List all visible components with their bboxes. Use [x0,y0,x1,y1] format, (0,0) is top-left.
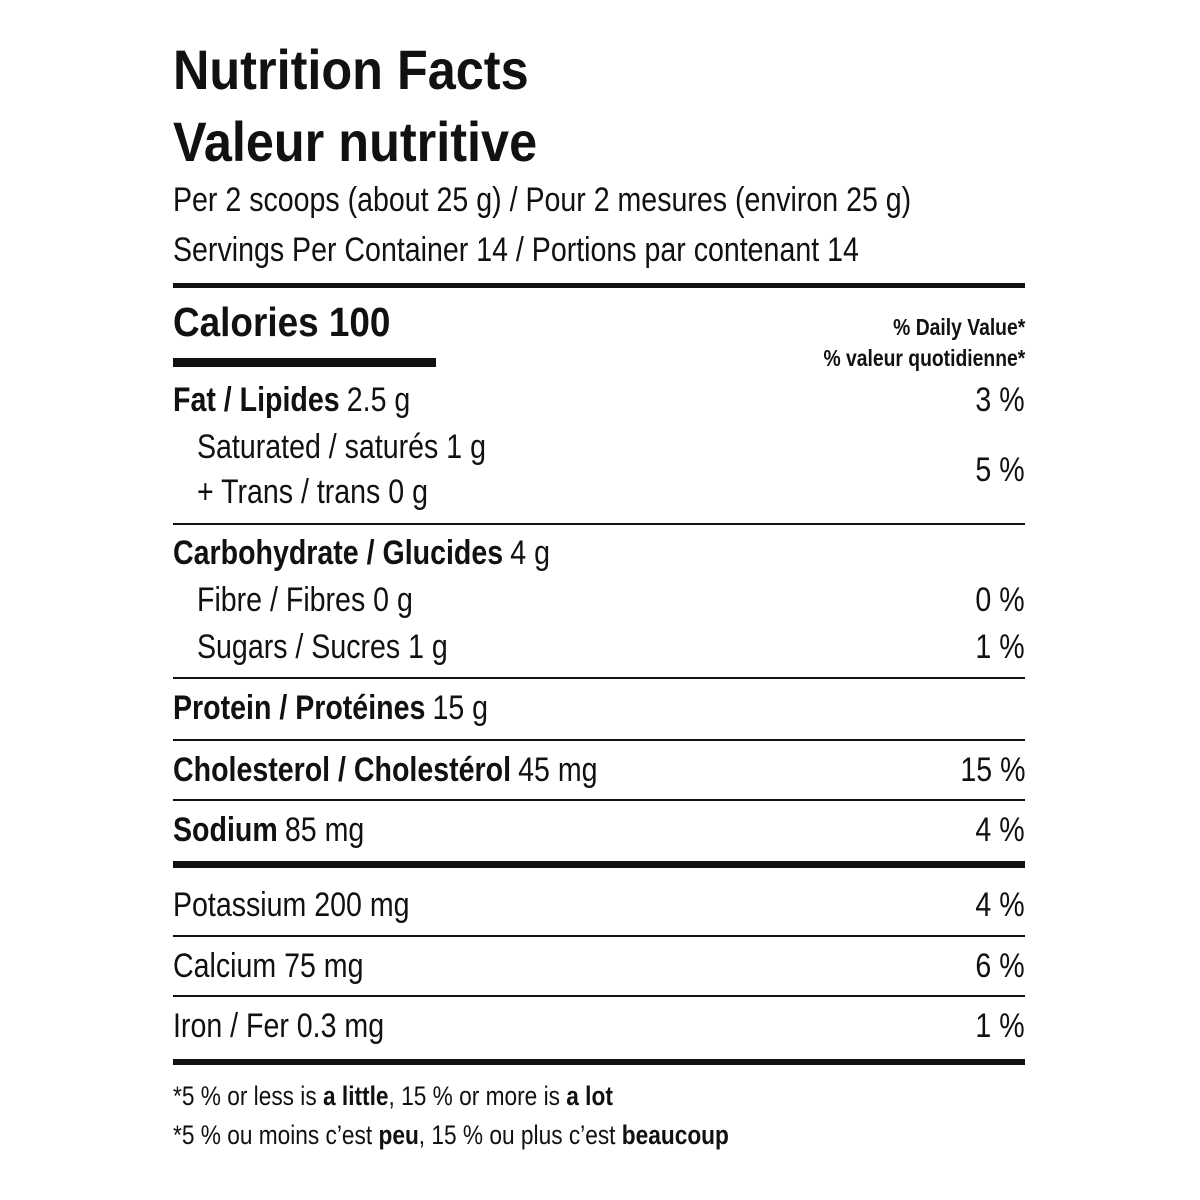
fat-row: Fat / Lipides 2.5 g 3 % [173,378,1025,422]
calcium: Calcium 75 mg [173,947,364,985]
cholesterol-dv: 15 % [959,751,1025,789]
fat-label: Fat / Lipides [173,381,340,419]
thick-rule [173,283,1025,288]
fibre: Fibre / Fibres 0 g [197,581,413,619]
dv-header-row: % valeur quotidienne* [173,343,1025,373]
footnote: *5 % or less is a little, 15 % or more i… [173,1078,613,1114]
calories-bar [173,358,436,367]
rule [173,677,1025,679]
fibre-row: Fibre / Fibres 0 g 0 % [173,578,1025,622]
cholesterol-label: Cholesterol / Cholestérol [173,751,512,789]
cholesterol-text: Cholesterol / Cholestérol 45 mg [173,748,598,792]
sodium-label: Sodium [173,811,278,849]
footnote-text: *5 % or less is [173,1081,323,1111]
title-row: Valeur nutritive [173,107,1025,177]
trans: + Trans / trans 0 g [197,473,428,511]
iron-row: Iron / Fer 0.3 mg 1 % [173,1004,1025,1048]
serving-row: Per 2 scoops (about 25 g) / Pour 2 mesur… [173,178,1025,222]
sodium-text: Sodium 85 mg [173,808,364,852]
sugars-dv: 1 % [975,628,1025,666]
calories: Calories 100 [173,299,391,345]
protein-amount: 15 g [432,689,489,727]
calories-row: Calories 100 [173,300,1025,344]
saturated-row: Saturated / saturés 1 g [173,425,1025,469]
rule [173,799,1025,801]
servings-row: Servings Per Container 14 / Portions par… [173,228,1025,272]
rule [173,995,1025,997]
fat-dv: 3 % [975,381,1025,419]
footnote-row: *5 % or less is a little, 15 % or more i… [173,1078,1025,1114]
rule [173,739,1025,741]
footnote-bold: a lot [566,1081,613,1111]
fat-amount: 2.5 g [346,381,411,419]
carb-text: Carbohydrate / Glucides 4 g [173,531,550,575]
footnote-bold: beaucoup [621,1120,729,1150]
calcium-row: Calcium 75 mg 6 % [173,944,1025,988]
footnote-text: , 15 % or more is [388,1081,567,1111]
title-fr: Valeur nutritive [173,110,538,173]
potassium-row: Potassium 200 mg 4 % [173,883,1025,927]
sat-trans-dv: 5 % [975,451,1025,489]
footnote-text: *5 % ou moins c’est [173,1120,379,1150]
footnote-bold: a little [322,1081,389,1111]
saturated: Saturated / saturés 1 g [197,428,486,466]
fat-text: Fat / Lipides 2.5 g [173,378,410,422]
potassium-dv: 4 % [975,886,1025,924]
sodium-row: Sodium 85 mg 4 % [173,808,1025,852]
title-row: Nutrition Facts [173,35,1025,105]
dv-header: % Daily Value* [892,314,1025,340]
rule [173,935,1025,937]
sodium-dv: 4 % [975,811,1025,849]
sat-trans-dv-row: 5 % [173,448,1025,492]
sugars-row: Sugars / Sucres 1 g 1 % [173,625,1025,669]
footnote-bold: peu [378,1120,419,1150]
title: Nutrition Facts [173,38,529,101]
serving-size: Per 2 scoops (about 25 g) / Pour 2 mesur… [173,181,912,219]
protein-row: Protein / Protéines 15 g [173,686,1025,730]
carb-amount: 4 g [510,534,550,572]
dv-header-row: % Daily Value* [173,312,1025,342]
thick-rule [173,861,1025,868]
protein-label: Protein / Protéines [173,689,426,727]
sodium-amount: 85 mg [284,811,365,849]
servings: Servings Per Container 14 / Portions par… [173,231,859,269]
dv-header-fr: % valeur quotidienne* [823,345,1025,371]
thick-rule [173,1059,1025,1065]
cholesterol-amount: 45 mg [518,751,598,789]
footnote-row: *5 % ou moins c’est peu, 15 % ou plus c’… [173,1117,1025,1153]
iron: Iron / Fer 0.3 mg [173,1007,385,1045]
trans-row: + Trans / trans 0 g [173,470,1025,514]
fibre-dv: 0 % [975,581,1025,619]
potassium: Potassium 200 mg [173,886,410,924]
cholesterol-row: Cholesterol / Cholestérol 45 mg 15 % [173,748,1025,792]
carb-row: Carbohydrate / Glucides 4 g [173,531,1025,575]
calcium-dv: 6 % [975,947,1025,985]
footnote-text: , 15 % ou plus c’est [418,1120,622,1150]
protein-text: Protein / Protéines 15 g [173,686,488,730]
carb-label: Carbohydrate / Glucides [173,534,504,572]
iron-dv: 1 % [975,1007,1025,1045]
sugars: Sugars / Sucres 1 g [197,628,448,666]
rule [173,523,1025,525]
footnote: *5 % ou moins c’est peu, 15 % ou plus c’… [173,1117,729,1153]
